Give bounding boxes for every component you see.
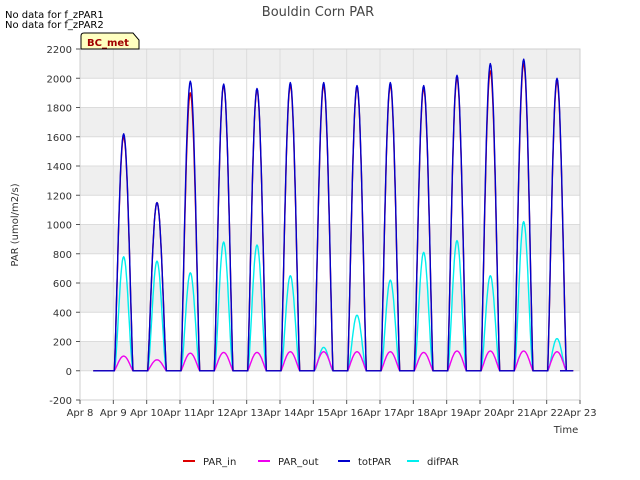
y-tick-label: 2200 (47, 45, 72, 56)
plot-band (80, 49, 580, 79)
y-tick-label: 200 (53, 338, 72, 349)
no-data-note-1: No data for f_zPAR1 (5, 10, 104, 21)
series-line-totpar (93, 58, 574, 372)
y-tick-label: 2000 (47, 74, 72, 85)
y-tick-label: 1400 (47, 162, 72, 173)
x-axis-title: Time (553, 425, 578, 436)
legend-item-totpar: totPAR (338, 457, 391, 468)
legend: PAR_in PAR_out totPAR difPAR (183, 457, 459, 468)
x-tick-label: Apr 19 (430, 408, 463, 419)
x-tick-label: Apr 15 (297, 408, 330, 419)
x-tick-label: Apr 17 (363, 408, 396, 419)
y-tick-label: 1800 (47, 104, 72, 115)
x-tick-label: Apr 8 (67, 408, 94, 419)
legend-label: PAR_out (278, 457, 319, 468)
y-axis-title: PAR (umol/m2/s) (10, 183, 21, 266)
x-tick-label: Apr 13 (230, 408, 263, 419)
x-tick-label: Apr 9 (100, 408, 127, 419)
x-tick-label: Apr 21 (497, 408, 530, 419)
y-tick-label: 1600 (47, 133, 72, 144)
y-tick-label: 600 (53, 279, 72, 290)
x-tick-label: Apr 23 (563, 408, 596, 419)
x-tick-label: Apr 18 (397, 408, 430, 419)
plot-band (80, 341, 580, 371)
plot-band (80, 107, 580, 137)
y-tick-label: 800 (53, 250, 72, 261)
plot-band (80, 370, 580, 400)
badge-label: BC_met (87, 38, 129, 49)
bc-met-badge: BC_met (80, 32, 140, 50)
y-tick-label: 1000 (47, 221, 72, 232)
plot-band (80, 312, 580, 342)
series-layer (93, 58, 574, 372)
no-data-note-2: No data for f_zPAR2 (5, 20, 104, 31)
chart-title: Bouldin Corn PAR (262, 5, 374, 20)
axes: -200 0 200 400 600 800 1000 1200 1400 1600 1800 200… (47, 45, 597, 419)
legend-label: totPAR (358, 457, 391, 468)
legend-item-par-in: PAR_in (183, 457, 236, 468)
y-tick-label: 0 (66, 367, 72, 378)
x-tick-label: Apr 11 (163, 408, 196, 419)
legend-label: difPAR (427, 457, 459, 468)
plot-band (80, 166, 580, 196)
x-tick-label: Apr 12 (197, 408, 230, 419)
x-tick-label: Apr 10 (130, 408, 163, 419)
y-tick-label: 1200 (47, 191, 72, 202)
badge-shape (80, 32, 140, 50)
plot-band (80, 136, 580, 166)
legend-label: PAR_in (203, 457, 236, 468)
plot-band (80, 78, 580, 108)
x-tick-label: Apr 14 (263, 408, 296, 419)
legend-item-par-out: PAR_out (258, 457, 319, 468)
x-tick-label: Apr 20 (463, 408, 496, 419)
x-tick-label: Apr 22 (530, 408, 563, 419)
plot-band (80, 283, 580, 313)
y-tick-label: -200 (49, 396, 72, 407)
legend-item-difpar: difPAR (407, 457, 459, 468)
x-tick-label: Apr 16 (330, 408, 363, 419)
y-tick-label: 400 (53, 308, 72, 319)
